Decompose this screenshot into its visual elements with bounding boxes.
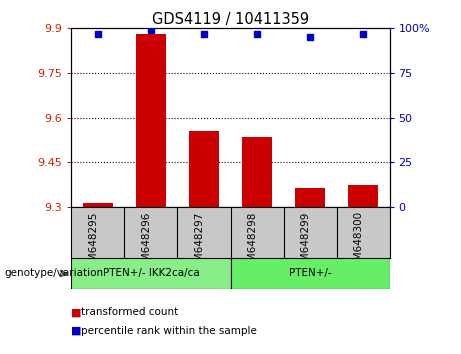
Text: transformed count: transformed count	[81, 307, 178, 317]
Bar	[83, 202, 112, 207]
Bar	[296, 188, 325, 207]
Text: genotype/variation: genotype/variation	[5, 268, 104, 279]
Bar	[136, 34, 165, 207]
Text: GDS4119 / 10411359: GDS4119 / 10411359	[152, 12, 309, 27]
Text: GSM648299: GSM648299	[300, 211, 310, 275]
Text: percentile rank within the sample: percentile rank within the sample	[81, 326, 257, 336]
Bar	[230, 258, 390, 289]
Text: PTEN+/- IKK2ca/ca: PTEN+/- IKK2ca/ca	[103, 268, 199, 279]
Text: GSM648296: GSM648296	[141, 211, 151, 275]
Text: PTEN+/-: PTEN+/-	[289, 268, 331, 279]
Bar	[189, 131, 219, 207]
Point	[254, 31, 261, 36]
Point	[148, 27, 155, 33]
Point	[359, 31, 366, 36]
Point	[200, 31, 207, 36]
Bar	[242, 137, 272, 207]
Bar	[71, 258, 230, 289]
Text: GSM648297: GSM648297	[194, 211, 204, 275]
Text: ■: ■	[71, 326, 82, 336]
Text: GSM648295: GSM648295	[88, 211, 98, 275]
Point	[94, 31, 101, 36]
Bar	[349, 185, 378, 207]
Text: ■: ■	[71, 307, 82, 317]
Point	[306, 34, 313, 40]
Text: GSM648300: GSM648300	[353, 211, 363, 274]
Text: GSM648298: GSM648298	[247, 211, 257, 275]
